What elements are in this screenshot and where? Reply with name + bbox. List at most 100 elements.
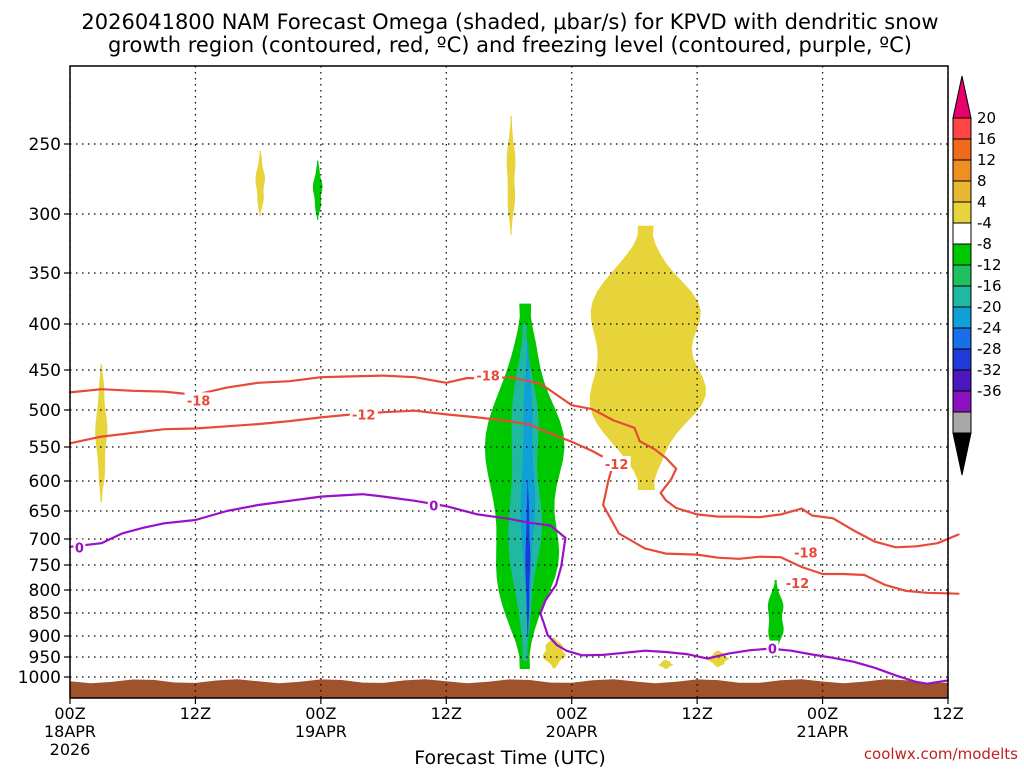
- x-tick-label-5: 12Z: [681, 704, 712, 723]
- x-tick-label-7: 12Z: [932, 704, 963, 723]
- colorbar-swatch-13: [952, 390, 972, 413]
- colorbar-swatch-10: [952, 327, 972, 350]
- contour-label-dgz_minus18-0: -18: [187, 394, 211, 409]
- x-tick-label-1: 12Z: [180, 704, 211, 723]
- colorbar: 20 16 12 8 4 -4 -8 -12 -16 -20 -24 -28 -32 -36: [952, 75, 1002, 476]
- contour-label-bg-freezing_level_0-1: [427, 497, 440, 513]
- contour-label-bg-dgz_minus12-1: [602, 456, 631, 471]
- omega-shading: [95, 115, 784, 669]
- y-tick-label-450: 450: [29, 361, 61, 381]
- omega-region-3: [589, 225, 706, 491]
- x-tick-year-0: 2026: [50, 740, 91, 759]
- contour-label-bg-dgz_minus18-0: [184, 392, 213, 408]
- contour-label-bg-dgz_minus12-2: [783, 575, 812, 590]
- x-axis-label: Forecast Time (UTC): [414, 747, 605, 768]
- colorbar-swatch-12: [952, 369, 972, 392]
- contour-label-freezing_level_0-1: 0: [429, 500, 438, 515]
- colorbar-swatch-7: [952, 264, 972, 287]
- contour-dgz_minus18-1: [638, 440, 960, 549]
- colorbar-label-9: -20: [977, 298, 1002, 316]
- contour-label-dgz_minus12-1: -12: [605, 458, 629, 473]
- omega-region-2: [506, 115, 516, 236]
- terrain-area: [70, 679, 948, 698]
- omega-region-1: [255, 151, 265, 217]
- credit-text: coolwx.com/modelts: [864, 745, 1018, 763]
- colorbar-label-11: -28: [977, 340, 1002, 358]
- colorbar-swatch-8: [952, 285, 972, 308]
- contour-label-dgz_minus18-2: -18: [794, 547, 818, 562]
- contour-label-freezing_level_0-0: 0: [75, 541, 84, 556]
- x-tick-label-0: 00Z: [54, 704, 85, 723]
- contour-label-bg-dgz_minus18-1: [474, 367, 503, 383]
- colorbar-swatch-3: [952, 180, 972, 203]
- colorbar-swatch-1: [952, 138, 972, 161]
- y-tick-label-900: 900: [29, 627, 61, 647]
- colorbar-label-7: -12: [977, 256, 1002, 274]
- colorbar-swatch-0: [952, 117, 972, 140]
- x-tick-date-2: 19APR: [295, 722, 347, 741]
- y-tick-label-250: 250: [29, 135, 61, 155]
- y-tick-label-400: 400: [29, 315, 61, 335]
- colorbar-top-arrow: [952, 75, 972, 119]
- y-tick-label-1000: 1000: [18, 668, 61, 688]
- y-axis-ticks: 250 300 350 400 450 500 550 600 650 700 750 800 850 9…: [18, 135, 70, 688]
- contour-label-dgz_minus12-2: -12: [786, 577, 810, 592]
- omega-region-4: [542, 637, 566, 669]
- grid-lines: [69, 66, 949, 698]
- contour-label-dgz_minus18-1: -18: [476, 370, 500, 385]
- contour-freezing_level_0-1: [546, 634, 950, 685]
- y-tick-label-800: 800: [29, 581, 61, 601]
- contour-freezing_level_0-0: [68, 493, 567, 637]
- colorbar-label-5: -4: [977, 214, 992, 232]
- omega-region-12: [525, 481, 531, 636]
- colorbar-label-12: -32: [977, 361, 1002, 379]
- colorbar-bottom-arrow: [952, 432, 972, 476]
- chart-title-line2: growth region (contoured, red, ºC) and f…: [108, 33, 912, 57]
- y-tick-label-550: 550: [29, 438, 61, 458]
- x-tick-date-0: 18APR: [44, 722, 96, 741]
- x-tick-date-6: 21APR: [797, 722, 849, 741]
- colorbar-label-2: 12: [977, 151, 996, 169]
- y-tick-label-300: 300: [29, 205, 61, 225]
- y-tick-label-350: 350: [29, 264, 61, 284]
- colorbar-label-1: 16: [977, 130, 996, 148]
- colorbar-swatch-14: [952, 411, 972, 434]
- colorbar-swatch-5: [952, 222, 972, 245]
- colorbar-label-3: 8: [977, 172, 987, 190]
- colorbar-swatch-6: [952, 243, 972, 266]
- y-tick-label-750: 750: [29, 556, 61, 576]
- plot-frame: [69, 65, 949, 699]
- omega-region-0: [95, 364, 108, 502]
- colorbar-label-8: -16: [977, 277, 1002, 295]
- omega-region-5: [658, 659, 674, 669]
- y-tick-label-700: 700: [29, 530, 61, 550]
- terrain-fill: [70, 679, 948, 698]
- contour-label-dgz_minus12-0: -12: [352, 408, 376, 423]
- contour-label-bg-freezing_level_0-0: [73, 539, 86, 555]
- colorbar-label-6: -8: [977, 235, 992, 253]
- x-tick-label-6: 00Z: [807, 704, 838, 723]
- y-tick-label-850: 850: [29, 604, 61, 624]
- contour-label-bg-dgz_minus18-2: [791, 544, 820, 560]
- colorbar-swatch-4: [952, 201, 972, 224]
- y-tick-label-600: 600: [29, 472, 61, 492]
- colorbar-label-10: -24: [977, 319, 1002, 337]
- colorbar-label-4: 4: [977, 193, 987, 211]
- contour-label-bg-freezing_level_0-2: [766, 640, 779, 656]
- contour-label-freezing_level_0-2: 0: [768, 643, 777, 658]
- omega-region-7: [312, 160, 323, 220]
- colorbar-swatch-11: [952, 348, 972, 371]
- contour-label-bg-dgz_minus12-0: [349, 406, 378, 422]
- omega-region-9: [767, 580, 784, 657]
- chart-title-line1: 2026041800 NAM Forecast Omega (shaded, μ…: [81, 10, 938, 34]
- colorbar-label-0: 20: [977, 109, 996, 127]
- x-tick-label-3: 12Z: [431, 704, 462, 723]
- y-tick-label-650: 650: [29, 502, 61, 522]
- y-tick-label-500: 500: [29, 401, 61, 421]
- y-tick-label-950: 950: [29, 648, 61, 668]
- x-tick-date-4: 20APR: [546, 722, 598, 741]
- colorbar-swatch-9: [952, 306, 972, 329]
